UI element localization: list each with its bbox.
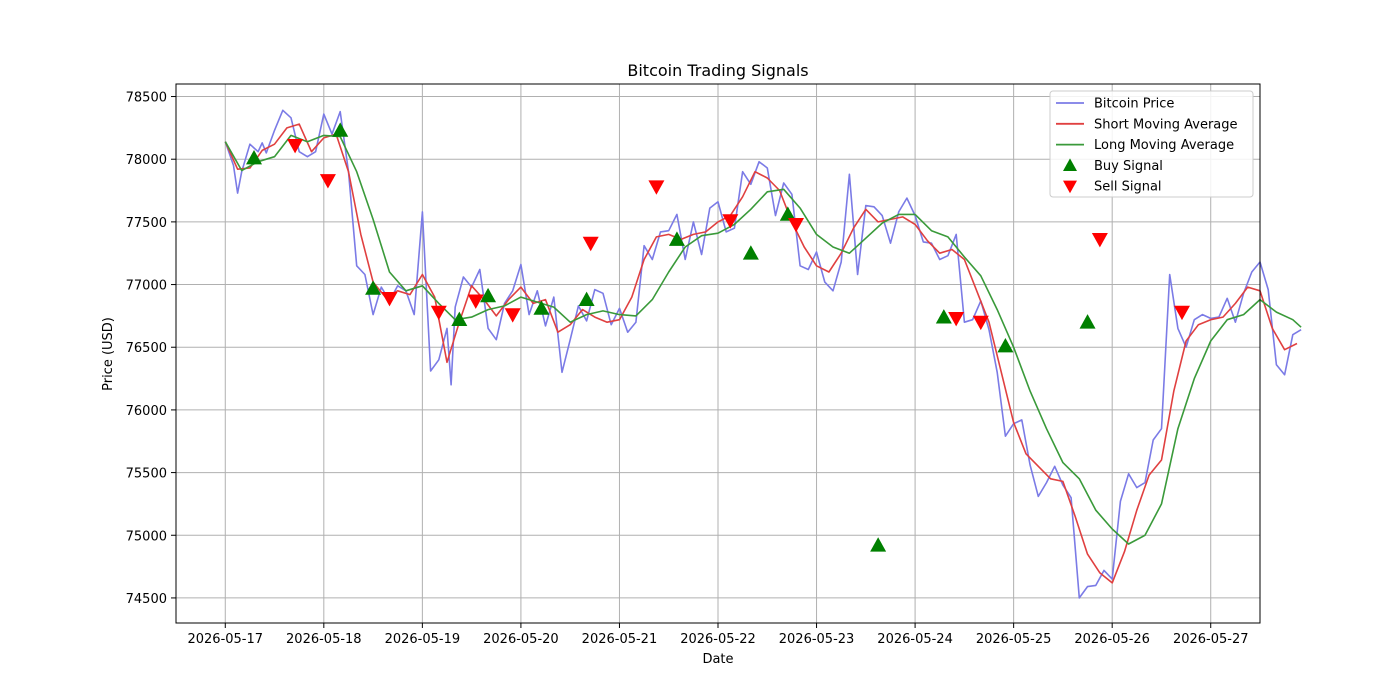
sell-signal-marker (381, 291, 398, 307)
legend-sell-signal-swatch (1063, 180, 1077, 194)
sell-signal-marker (504, 308, 521, 323)
legend-long-moving-average-label: Long Moving Average (1094, 138, 1234, 153)
x-tick-label: 2026-05-23 (779, 632, 855, 647)
sell-signal-marker (972, 315, 989, 331)
x-tick-label: 2026-05-27 (1173, 632, 1249, 647)
x-tick-label: 2026-05-26 (1074, 632, 1150, 647)
x-tick-label: 2026-05-22 (680, 632, 756, 647)
buy-signal-marker (668, 231, 685, 246)
legend-bitcoin-price-label: Bitcoin Price (1094, 97, 1174, 112)
y-tick-label: 74500 (126, 592, 167, 607)
x-axis-label: Date (702, 652, 733, 667)
sell-signal-marker (648, 180, 665, 195)
buy-signal-marker (779, 206, 796, 221)
y-tick-label: 78500 (126, 91, 167, 106)
y-tick-label: 76000 (126, 404, 167, 419)
long-moving-average-line (224, 134, 1302, 545)
sell-signal-marker (582, 236, 599, 252)
sell-signal-marker (722, 214, 739, 229)
y-tick-label: 75500 (126, 467, 167, 482)
x-tick-label: 2026-05-21 (582, 632, 658, 647)
buy-signal-marker (365, 280, 382, 295)
buy-signal-marker (533, 300, 550, 315)
sell-signal-marker (788, 217, 805, 233)
x-tick-label: 2026-05-24 (877, 632, 953, 647)
buy-signal-marker (742, 245, 759, 260)
legend-box (1049, 90, 1254, 198)
x-tick-label: 2026-05-18 (286, 632, 362, 647)
y-tick-label: 76500 (126, 341, 167, 356)
buy-signal-marker (480, 287, 497, 303)
buy-signal-marker (332, 122, 349, 137)
legend-short-moving-average-label: Short Moving Average (1094, 117, 1238, 132)
y-tick-label: 75000 (126, 529, 167, 544)
sell-signal-marker (1173, 305, 1190, 321)
sell-signal-marker (319, 174, 336, 189)
y-tick-label: 77000 (126, 279, 167, 294)
buy-signal-marker (1079, 314, 1096, 329)
legend: Bitcoin Price Short Moving Average Long Mo… (1049, 90, 1254, 198)
sell-signal-marker (948, 312, 965, 327)
buy-signal-marker (935, 309, 952, 324)
x-tick-label: 2026-05-17 (187, 632, 263, 647)
buy-signal-marker (451, 311, 468, 327)
buy-signal-marker (997, 337, 1014, 353)
x-tick-label: 2026-05-19 (385, 632, 461, 647)
legend-sell-signal-label: Sell Signal (1094, 180, 1162, 195)
y-axis: 74500 75000 75500 76000 76500 77000 77500 78000… (126, 91, 176, 607)
y-tick-label: 77500 (126, 216, 167, 231)
y-axis-label: Price (USD) (101, 317, 116, 391)
legend-buy-signal-swatch (1063, 158, 1077, 171)
sell-signal-marker (287, 139, 304, 154)
sell-signal-marker (1091, 233, 1108, 248)
chart-title: Bitcoin Trading Signals (627, 61, 808, 80)
buy-signal-marker (578, 291, 595, 306)
short-moving-average-line (224, 123, 1298, 584)
x-tick-label: 2026-05-25 (976, 632, 1052, 647)
y-tick-label: 78000 (126, 153, 167, 168)
sell-signal-marker (430, 305, 447, 321)
signals-layer (246, 122, 1190, 552)
x-tick-label: 2026-05-20 (483, 632, 559, 647)
sell-signal-marker (467, 294, 484, 309)
buy-signal-marker (246, 149, 263, 165)
legend-buy-signal-label: Buy Signal (1094, 159, 1163, 174)
x-axis: 2026-05-17 2026-05-18 2026-05-19 2026-05-20… (187, 623, 1249, 647)
buy-signal-marker (870, 537, 887, 552)
